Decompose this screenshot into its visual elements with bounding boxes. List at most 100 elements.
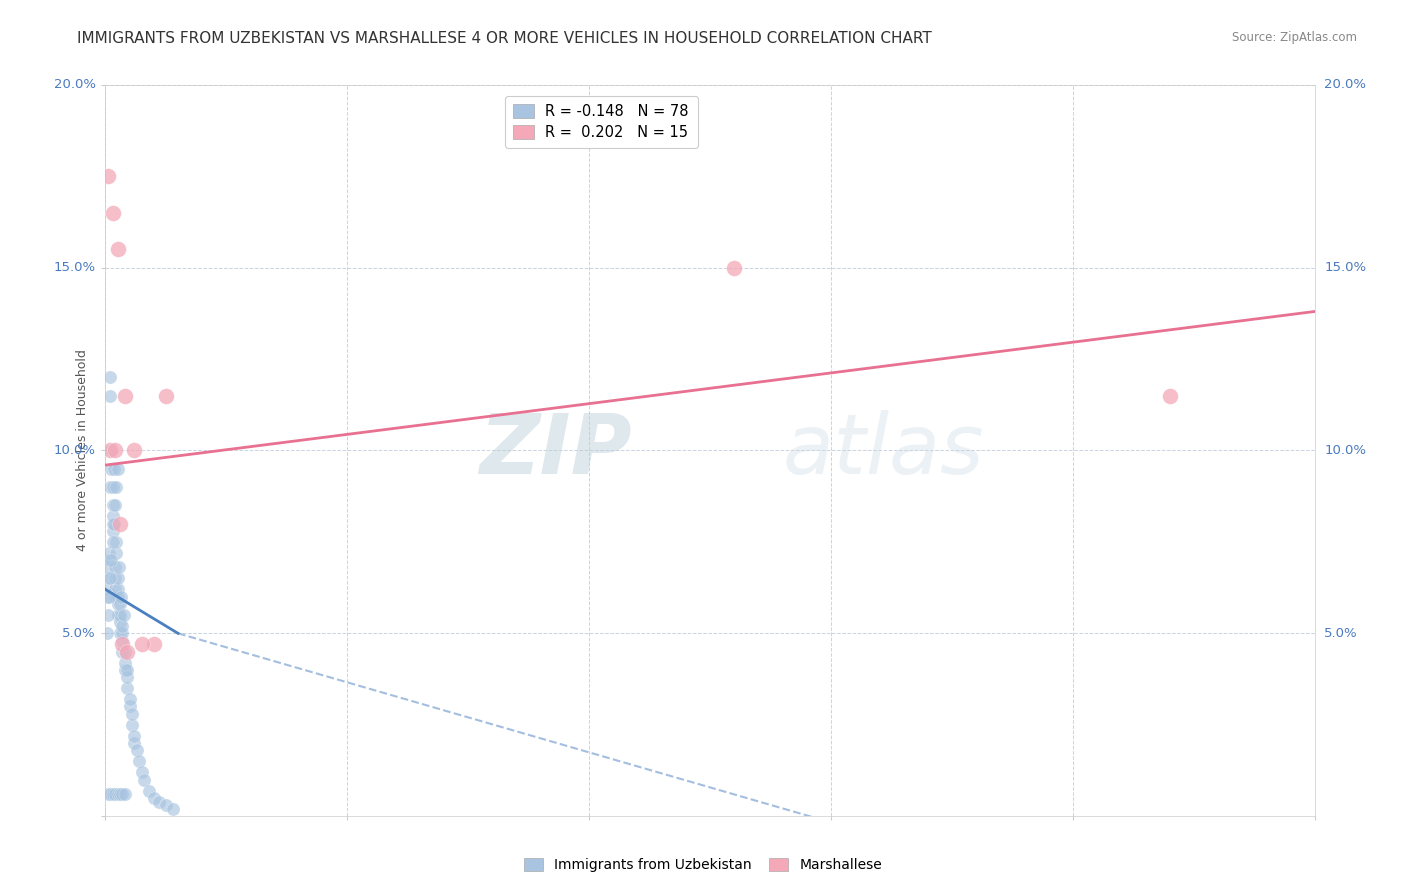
Point [103, 462, 125, 476]
Point [97, 787, 120, 801]
Point [104, 582, 127, 597]
Point [98, 590, 121, 604]
Point [96, 590, 118, 604]
Point [107, 597, 129, 611]
Text: 10.0%: 10.0% [53, 444, 96, 457]
Point [108, 626, 131, 640]
Point [105, 480, 128, 494]
Point [107, 560, 129, 574]
Text: 5.0%: 5.0% [1324, 627, 1358, 640]
Point [108, 615, 131, 630]
Point [101, 205, 124, 219]
Point [100, 443, 122, 458]
Point [131, 765, 153, 780]
Text: 15.0%: 15.0% [1324, 261, 1367, 274]
Point [107, 608, 129, 623]
Point [108, 597, 131, 611]
Point [98, 443, 121, 458]
Point [107, 590, 129, 604]
Point [114, 663, 136, 677]
Text: 5.0%: 5.0% [62, 627, 96, 640]
Point [104, 498, 127, 512]
Point [114, 787, 136, 801]
Point [124, 443, 146, 458]
Point [121, 717, 143, 731]
Point [96, 582, 118, 597]
Point [111, 626, 134, 640]
Point [100, 462, 122, 476]
Point [111, 619, 134, 633]
Point [1159, 389, 1181, 403]
Point [100, 553, 122, 567]
Point [108, 608, 131, 623]
Point [107, 243, 129, 257]
Point [128, 755, 150, 769]
Point [101, 516, 124, 531]
Point [98, 546, 121, 560]
Point [103, 480, 125, 494]
Point [105, 534, 128, 549]
Point [111, 787, 134, 801]
Point [118, 692, 141, 706]
Point [111, 644, 134, 658]
Point [121, 706, 143, 721]
Point [111, 637, 134, 651]
Point [103, 516, 125, 531]
Point [155, 389, 177, 403]
Point [97, 560, 120, 574]
Text: 15.0%: 15.0% [53, 261, 96, 274]
Point [108, 516, 131, 531]
Point [115, 670, 138, 684]
Point [101, 498, 124, 512]
Point [118, 699, 141, 714]
Point [134, 772, 156, 787]
Point [162, 802, 184, 816]
Point [110, 590, 132, 604]
Point [107, 571, 129, 585]
Point [98, 389, 121, 403]
Point [104, 787, 127, 801]
Point [107, 787, 129, 801]
Point [98, 787, 121, 801]
Point [104, 546, 127, 560]
Point [155, 798, 177, 813]
Point [125, 743, 148, 757]
Point [101, 524, 124, 538]
Point [107, 582, 129, 597]
Point [142, 637, 165, 651]
Point [97, 571, 120, 585]
Text: atlas: atlas [783, 410, 984, 491]
Point [114, 644, 136, 658]
Point [97, 553, 120, 567]
Point [131, 637, 153, 651]
Point [98, 571, 121, 585]
Text: 20.0%: 20.0% [1324, 78, 1367, 91]
Text: 10.0%: 10.0% [1324, 444, 1367, 457]
Point [111, 633, 134, 648]
Y-axis label: 4 or more Vehicles in Household: 4 or more Vehicles in Household [76, 350, 90, 551]
Text: 20.0%: 20.0% [53, 78, 96, 91]
Point [723, 260, 745, 275]
Point [97, 169, 120, 184]
Text: ZIP: ZIP [479, 410, 631, 491]
Point [148, 795, 170, 809]
Point [115, 663, 138, 677]
Point [115, 644, 138, 658]
Point [107, 462, 129, 476]
Point [104, 571, 127, 585]
Point [96, 626, 118, 640]
Point [114, 389, 136, 403]
Point [101, 509, 124, 524]
Point [142, 791, 165, 805]
Point [104, 443, 127, 458]
Point [124, 729, 146, 743]
Point [101, 787, 124, 801]
Point [104, 560, 127, 574]
Text: IMMIGRANTS FROM UZBEKISTAN VS MARSHALLESE 4 OR MORE VEHICLES IN HOUSEHOLD CORREL: IMMIGRANTS FROM UZBEKISTAN VS MARSHALLES… [77, 31, 932, 46]
Text: Source: ZipAtlas.com: Source: ZipAtlas.com [1232, 31, 1357, 45]
Point [114, 656, 136, 670]
Point [138, 783, 160, 797]
Legend: R = -0.148   N = 78, R =  0.202   N = 15: R = -0.148 N = 78, R = 0.202 N = 15 [505, 95, 697, 148]
Point [98, 480, 121, 494]
Point [104, 590, 127, 604]
